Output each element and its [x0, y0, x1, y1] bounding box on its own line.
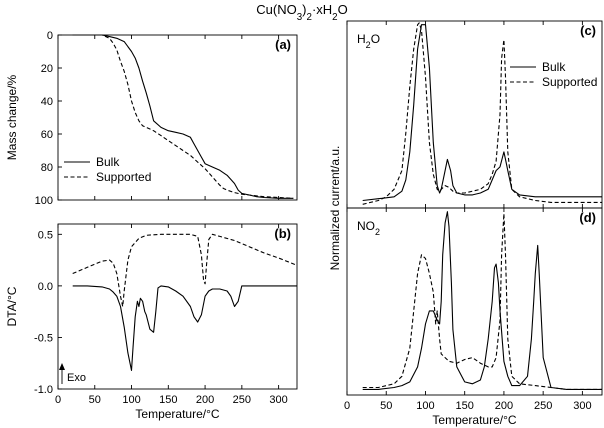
x-axis-label-b: Temperature/°C [135, 407, 219, 421]
x-tick-label-d: 200 [495, 400, 513, 412]
series-line-b-bulk [72, 285, 297, 371]
x-tick-label-b: 300 [269, 394, 287, 406]
axes-frame-c [346, 20, 603, 209]
x-tick-label-d: 50 [380, 400, 392, 412]
axes-frame-b [57, 223, 298, 390]
series-line-d-bulk [362, 211, 602, 390]
panel-b: 0 50 100 150 200 250 300 -1.0 -0.5 0.0 0.5 (b) Exo Te… [5, 223, 298, 421]
exo-arrow-head [59, 363, 65, 370]
panel-label-c: (c) [580, 23, 596, 38]
y-tick-label-b: -0.5 [34, 332, 53, 344]
y-tick-label-a: 0 [47, 30, 53, 42]
x-tick-label-d: 250 [534, 400, 552, 412]
legend-label-c-supported: Supported [542, 75, 597, 89]
figure-title: Cu(NO3)2·xH2O [256, 2, 347, 23]
x-tick-label-b: 50 [89, 394, 101, 406]
y-tick-label-a: 100 [35, 195, 53, 207]
panel-label-a: (a) [275, 37, 291, 52]
x-tick-label-d: 150 [456, 400, 474, 412]
y-tick-label-b: -1.0 [34, 384, 53, 396]
axes-frame-a [57, 34, 298, 201]
species-label-c: H2O [357, 32, 380, 50]
series-line-c-bulk [362, 24, 602, 202]
legend-label-a-supported: Supported [96, 170, 151, 184]
panel-label-b: (b) [274, 226, 291, 241]
y-tick-label-b: 0.0 [38, 281, 53, 293]
panel-label-d: (d) [579, 210, 596, 225]
x-axis-label-d: Temperature/°C [432, 413, 516, 427]
x-tick-label-b: 100 [122, 394, 140, 406]
legend-label-a-bulk: Bulk [96, 155, 120, 169]
x-tick-label-b: 200 [196, 394, 214, 406]
series-line-a-bulk [72, 34, 294, 199]
x-tick-label-b: 250 [233, 394, 251, 406]
panel-d: 0 50 100 150 200 250 300 (d) NO2 Temperature/°C [344, 207, 603, 427]
x-tick-label-d: 300 [573, 400, 591, 412]
y-tick-label-a: 60 [41, 129, 53, 141]
x-tick-label-b: 0 [55, 394, 61, 406]
y-axis-label-a: Mass change/% [5, 74, 19, 160]
y-axis-label-c: Normalized current/a.u. [328, 146, 342, 271]
series-line-c-supported [362, 22, 602, 205]
y-tick-label-a: 80 [41, 162, 53, 174]
series-line-b-supported [72, 233, 298, 308]
legend-label-c-bulk: Bulk [542, 60, 566, 74]
series-line-d-supported [362, 213, 602, 390]
x-tick-label-d: 100 [416, 400, 434, 412]
x-tick-label-d: 0 [344, 400, 350, 412]
y-axis-label-b: DTA/°C [5, 286, 19, 326]
y-tick-label-a: 20 [41, 63, 53, 75]
axes-frame-d [346, 207, 603, 396]
y-tick-label-a: 40 [41, 96, 53, 108]
species-label-d: NO2 [357, 219, 380, 237]
x-tick-label-b: 150 [159, 394, 177, 406]
y-tick-label-b: 0.5 [38, 229, 53, 241]
exo-label: Exo [67, 372, 86, 384]
